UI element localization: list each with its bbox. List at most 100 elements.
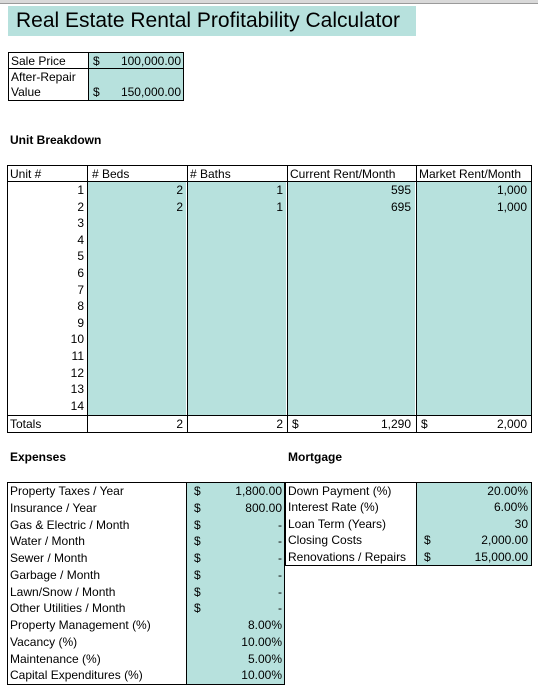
expense-value[interactable]: 800.00 <box>245 500 282 515</box>
expense-value[interactable]: 10.00% <box>241 668 282 683</box>
arv-currency: $ <box>93 85 100 99</box>
beds-input-column[interactable] <box>88 182 186 415</box>
arv-input[interactable] <box>89 69 183 100</box>
expense-currency: $ <box>194 567 201 582</box>
expense-label: Vacancy (%) <box>10 634 78 649</box>
mortgage-label: Closing Costs <box>288 533 363 548</box>
purchase-row-divider <box>9 68 183 69</box>
expense-label: Lawn/Snow / Month <box>10 584 116 599</box>
expense-currency: $ <box>194 584 201 599</box>
mortgage-currency: $ <box>424 549 431 564</box>
expense-label: Property Taxes / Year <box>10 484 124 498</box>
expense-currency: $ <box>194 534 201 549</box>
unit-beds[interactable]: 2 <box>176 183 183 197</box>
unit-breakdown-title: Unit Breakdown <box>10 133 102 147</box>
col-divider-1 <box>87 166 88 432</box>
unit-market-rent[interactable]: 1,000 <box>496 183 527 197</box>
unit-number: 14 <box>70 398 84 413</box>
expense-currency: $ <box>194 551 201 565</box>
unit-baths[interactable]: 1 <box>276 183 283 197</box>
expense-label: Property Management (%) <box>10 618 151 632</box>
expense-label: Water / Month <box>10 534 85 549</box>
mortgage-value[interactable]: 15,000.00 <box>474 549 528 564</box>
expense-label: Maintenance (%) <box>10 651 101 666</box>
totals-market-rent: 2,000 <box>496 417 527 431</box>
expense-rows: Property Taxes / Year $1,800.00 Insurance … <box>8 483 284 684</box>
totals-beds: 2 <box>176 417 183 431</box>
purchase-box: Sale Price $ 100,000.00 After-Repair Val… <box>8 52 184 101</box>
mortgage-label: Interest Rate (%) <box>288 500 379 515</box>
unit-number: 4 <box>77 232 84 247</box>
expense-label: Other Utilities / Month <box>10 601 126 616</box>
unit-baths[interactable]: 1 <box>276 199 283 214</box>
unit-number: 9 <box>77 315 84 330</box>
unit-number: 10 <box>70 332 84 347</box>
unit-current-rent[interactable]: 695 <box>390 199 411 214</box>
header-market-rent: Market Rent/Month <box>419 167 522 181</box>
expense-value[interactable]: - <box>278 551 282 565</box>
unit-number: 7 <box>77 282 84 297</box>
expense-value[interactable]: 1,800.00 <box>235 484 282 498</box>
unit-current-rent[interactable]: 595 <box>390 183 411 197</box>
mortgage-input-column[interactable] <box>416 483 531 565</box>
unit-number: 11 <box>71 349 84 363</box>
expense-currency: $ <box>194 601 201 616</box>
totals-baths: 2 <box>276 417 283 431</box>
expense-value[interactable]: - <box>278 567 282 582</box>
unit-market-rent[interactable]: 1,000 <box>496 199 527 214</box>
totals-market-currency: $ <box>421 417 428 431</box>
totals-label: Totals <box>10 417 42 431</box>
unit-number: 3 <box>77 216 84 231</box>
header-baths: # Baths <box>190 167 231 181</box>
expense-value[interactable]: 10.00% <box>241 634 282 649</box>
sale-price-input[interactable] <box>89 53 183 68</box>
mortgage-label: Loan Term (Years) <box>288 516 387 531</box>
expenses-table: Property Taxes / Year $1,800.00 Insurance … <box>7 482 285 685</box>
unit-beds[interactable]: 2 <box>176 199 183 214</box>
expense-label: Insurance / Year <box>10 500 97 515</box>
expense-label: Garbage / Month <box>10 567 101 582</box>
expense-value[interactable]: - <box>278 534 282 549</box>
expense-label: Gas & Electric / Month <box>10 517 130 532</box>
unit-number: 5 <box>77 249 84 264</box>
expense-currency: $ <box>194 500 201 515</box>
totals-current-currency: $ <box>292 417 299 431</box>
expense-value[interactable]: 5.00% <box>247 651 282 666</box>
unit-number: 6 <box>77 266 84 280</box>
mortgage-value[interactable]: 20.00% <box>487 484 528 498</box>
mortgage-value[interactable]: 6.00% <box>493 500 528 515</box>
mortgage-label: Renovations / Repairs <box>288 549 407 564</box>
unit-table: Unit # # Beds # Baths Current Rent/Month… <box>7 165 532 433</box>
totals-divider <box>8 415 531 416</box>
totals-current-rent: 1,290 <box>380 417 411 431</box>
expense-label: Capital Expenditures (%) <box>10 668 143 683</box>
mortgage-divider <box>416 483 417 565</box>
mortgage-value[interactable]: 30 <box>514 516 528 531</box>
expenses-title: Expenses <box>10 450 67 464</box>
current-rent-input-column[interactable] <box>288 182 415 415</box>
baths-input-column[interactable] <box>188 182 286 415</box>
header-divider <box>8 181 531 182</box>
mortgage-rows: Down Payment (%) 20.00% Interest Rate (%) 6… <box>286 483 531 565</box>
expense-value[interactable]: - <box>278 517 282 532</box>
unit-number: 13 <box>70 382 84 397</box>
sale-price-label: Sale Price <box>11 54 66 68</box>
sale-price-value[interactable]: 100,000.00 <box>120 54 181 68</box>
purchase-divider <box>88 53 89 100</box>
arv-value[interactable]: 150,000.00 <box>120 85 181 99</box>
unit-rows: 1 2 1 595 1,000 2 2 1 695 1,000 3 4 5 6 7 8 9 10 11 12 13 14 <box>8 182 531 415</box>
column-header-strip <box>0 0 538 4</box>
expense-value[interactable]: - <box>278 584 282 599</box>
col-divider-3 <box>287 166 288 432</box>
col-divider-4 <box>416 166 417 432</box>
mortgage-value[interactable]: 2,000.00 <box>481 533 528 548</box>
header-beds: # Beds <box>92 167 130 181</box>
expenses-input-column[interactable] <box>186 483 284 684</box>
market-rent-input-column[interactable] <box>417 182 531 415</box>
expense-label: Sewer / Month <box>10 551 88 565</box>
expense-value[interactable]: - <box>278 601 282 616</box>
header-current-rent: Current Rent/Month <box>290 167 396 181</box>
expense-currency: $ <box>194 484 201 498</box>
expense-value[interactable]: 8.00% <box>247 618 282 632</box>
mortgage-title: Mortgage <box>288 450 342 464</box>
